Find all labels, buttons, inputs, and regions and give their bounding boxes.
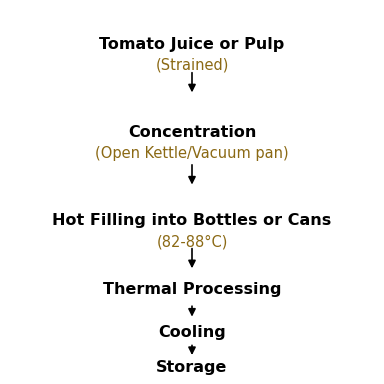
Text: Thermal Processing: Thermal Processing: [103, 282, 281, 298]
Text: Concentration: Concentration: [128, 125, 256, 140]
Text: (82-88°C): (82-88°C): [156, 234, 228, 250]
Text: Hot Filling into Bottles or Cans: Hot Filling into Bottles or Cans: [52, 213, 332, 228]
Text: Storage: Storage: [156, 360, 228, 376]
Text: Cooling: Cooling: [158, 324, 226, 340]
Text: (Open Kettle/Vacuum pan): (Open Kettle/Vacuum pan): [95, 146, 289, 161]
Text: Tomato Juice or Pulp: Tomato Juice or Pulp: [99, 36, 285, 52]
Text: (Strained): (Strained): [155, 58, 229, 73]
